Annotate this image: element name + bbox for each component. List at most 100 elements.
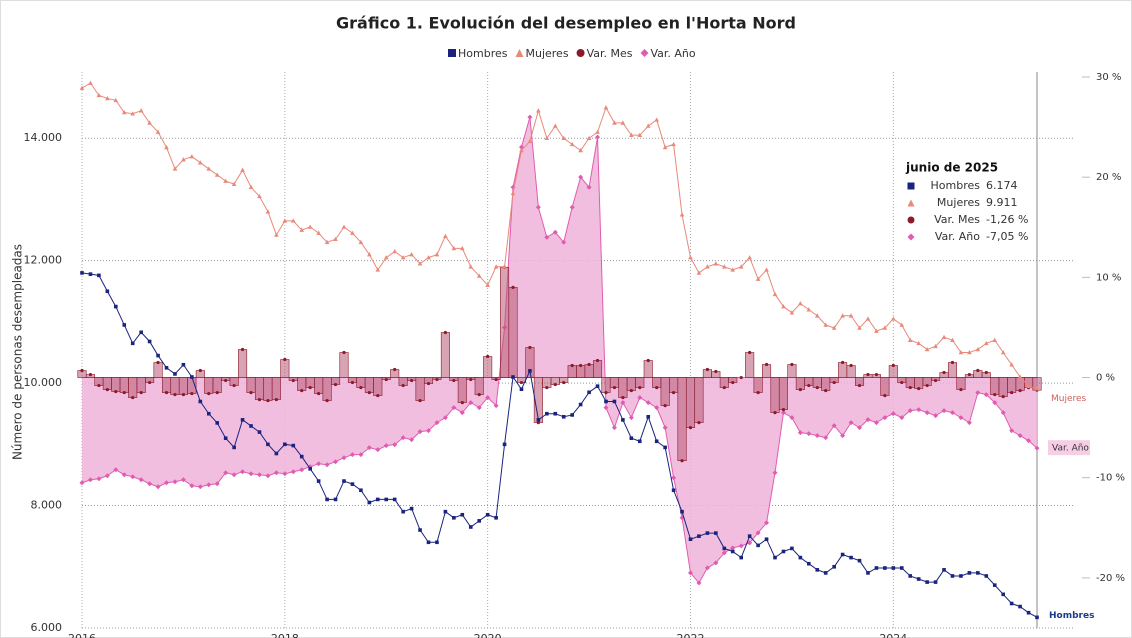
marker — [97, 383, 101, 388]
marker — [1017, 433, 1023, 439]
marker — [88, 272, 93, 276]
marker — [891, 363, 895, 368]
marker — [181, 392, 186, 397]
marker — [477, 392, 481, 397]
marker — [950, 574, 955, 578]
marker — [620, 120, 626, 125]
bar — [914, 377, 924, 389]
marker — [705, 531, 710, 535]
bar — [846, 365, 856, 378]
marker — [451, 405, 457, 411]
marker — [426, 428, 432, 434]
marker — [486, 354, 490, 359]
bar — [500, 267, 510, 378]
marker — [468, 525, 473, 529]
marker — [265, 209, 271, 214]
bar — [314, 377, 324, 394]
marker — [621, 395, 625, 400]
end-label: Var. Año — [1052, 444, 1089, 454]
marker — [849, 555, 853, 560]
marker — [890, 411, 896, 417]
marker — [80, 368, 84, 373]
marker — [747, 534, 752, 538]
marker — [511, 285, 515, 289]
marker — [883, 566, 887, 570]
bar — [238, 349, 248, 378]
marker — [807, 383, 811, 388]
bar — [474, 377, 484, 395]
marker — [941, 408, 947, 414]
marker — [637, 132, 643, 137]
marker — [452, 516, 456, 520]
bar — [795, 377, 805, 390]
marker — [925, 580, 929, 584]
marker — [256, 472, 262, 478]
marker — [781, 408, 786, 412]
marker — [325, 398, 329, 403]
marker — [266, 442, 270, 447]
marker — [975, 346, 981, 352]
marker — [798, 555, 803, 560]
marker — [409, 252, 414, 257]
bar — [998, 377, 1008, 397]
marker — [122, 323, 127, 327]
marker — [173, 372, 177, 376]
marker — [434, 420, 440, 426]
marker — [755, 276, 761, 281]
marker — [899, 566, 904, 570]
marker — [654, 117, 659, 122]
marker — [114, 304, 118, 309]
marker — [299, 454, 304, 459]
y2-tick-label: 10 % — [1096, 272, 1121, 283]
marker — [756, 390, 760, 395]
marker — [224, 378, 228, 383]
bar — [415, 377, 425, 401]
marker — [671, 488, 676, 493]
marker — [113, 97, 119, 103]
marker — [190, 375, 194, 379]
marker — [578, 174, 584, 180]
marker — [536, 108, 541, 113]
marker — [417, 429, 423, 435]
marker — [435, 377, 439, 382]
marker — [570, 363, 574, 368]
marker — [663, 445, 667, 450]
marker — [1009, 601, 1014, 606]
bar — [246, 377, 256, 393]
marker — [916, 577, 921, 581]
marker — [992, 400, 998, 406]
end-label: Mujeres — [1051, 394, 1087, 404]
marker — [138, 108, 144, 113]
marker — [493, 264, 499, 269]
marker — [655, 385, 659, 390]
marker — [967, 571, 972, 575]
marker — [561, 414, 566, 419]
marker — [87, 477, 93, 483]
marker — [139, 330, 143, 335]
marker — [485, 282, 490, 287]
marker — [789, 310, 795, 315]
marker — [790, 362, 794, 367]
marker — [831, 423, 837, 429]
marker — [1001, 592, 1005, 597]
marker — [569, 141, 575, 147]
marker — [857, 558, 862, 563]
marker — [197, 484, 203, 490]
marker — [257, 193, 262, 199]
y-axis-label: Número de personas desempleadas — [11, 244, 25, 460]
marker — [562, 380, 566, 385]
marker — [164, 390, 169, 395]
marker — [942, 568, 946, 572]
annotation-name: Var. Mes — [934, 213, 980, 226]
marker — [384, 377, 388, 382]
marker — [392, 248, 397, 254]
marker — [866, 372, 870, 377]
marker — [1009, 362, 1014, 367]
marker — [958, 415, 964, 421]
marker — [789, 415, 795, 421]
marker — [569, 204, 575, 210]
marker — [528, 345, 532, 350]
marker — [307, 224, 313, 229]
marker — [604, 390, 608, 395]
marker — [147, 120, 152, 125]
